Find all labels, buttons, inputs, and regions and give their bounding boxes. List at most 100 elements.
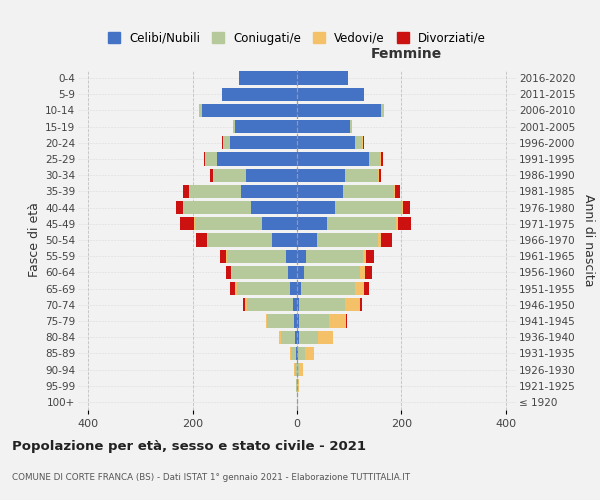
- Bar: [299, 298, 345, 312]
- Bar: [194, 217, 195, 230]
- Bar: [335, 201, 402, 214]
- Bar: [319, 330, 333, 344]
- Bar: [317, 234, 379, 246]
- Bar: [290, 346, 291, 360]
- Bar: [290, 282, 297, 295]
- Bar: [301, 282, 355, 295]
- Bar: [224, 136, 230, 149]
- Text: COMUNE DI CORTE FRANCA (BS) - Dati ISTAT 1° gennaio 2021 - Elaborazione TUTTITAL: COMUNE DI CORTE FRANCA (BS) - Dati ISTAT…: [12, 473, 410, 482]
- Bar: [279, 330, 281, 344]
- Y-axis label: Anni di nascita: Anni di nascita: [583, 194, 595, 286]
- Bar: [202, 104, 297, 117]
- Bar: [296, 346, 297, 360]
- Bar: [359, 298, 362, 312]
- Bar: [297, 314, 299, 328]
- Bar: [205, 152, 206, 166]
- Bar: [327, 217, 396, 230]
- Bar: [297, 217, 327, 230]
- Bar: [188, 185, 190, 198]
- Bar: [396, 217, 398, 230]
- Bar: [380, 152, 382, 166]
- Bar: [297, 136, 355, 149]
- Bar: [214, 168, 246, 182]
- Bar: [233, 120, 235, 134]
- Bar: [297, 266, 304, 279]
- Bar: [345, 298, 359, 312]
- Bar: [365, 266, 372, 279]
- Bar: [297, 234, 317, 246]
- Bar: [355, 136, 362, 149]
- Bar: [379, 234, 381, 246]
- Bar: [297, 250, 307, 263]
- Bar: [247, 298, 293, 312]
- Bar: [369, 152, 380, 166]
- Bar: [195, 217, 262, 230]
- Bar: [299, 330, 319, 344]
- Bar: [246, 168, 297, 182]
- Bar: [379, 168, 382, 182]
- Bar: [297, 298, 299, 312]
- Bar: [235, 282, 236, 295]
- Bar: [299, 314, 329, 328]
- Bar: [251, 201, 297, 214]
- Bar: [297, 379, 298, 392]
- Bar: [362, 136, 364, 149]
- Bar: [231, 266, 232, 279]
- Bar: [297, 168, 346, 182]
- Bar: [291, 346, 296, 360]
- Bar: [343, 185, 394, 198]
- Bar: [184, 201, 251, 214]
- Bar: [220, 250, 226, 263]
- Bar: [297, 104, 382, 117]
- Bar: [307, 250, 363, 263]
- Bar: [217, 152, 297, 166]
- Bar: [295, 330, 297, 344]
- Bar: [267, 314, 295, 328]
- Bar: [298, 379, 299, 392]
- Bar: [235, 120, 297, 134]
- Bar: [297, 72, 348, 85]
- Bar: [222, 136, 223, 149]
- Bar: [294, 363, 295, 376]
- Bar: [223, 136, 224, 149]
- Bar: [355, 282, 364, 295]
- Bar: [402, 201, 403, 214]
- Bar: [266, 314, 267, 328]
- Bar: [299, 363, 303, 376]
- Bar: [176, 201, 184, 214]
- Bar: [223, 88, 297, 101]
- Bar: [297, 185, 343, 198]
- Bar: [296, 379, 297, 392]
- Bar: [206, 152, 217, 166]
- Bar: [398, 217, 411, 230]
- Bar: [180, 217, 194, 230]
- Bar: [295, 314, 297, 328]
- Bar: [329, 314, 346, 328]
- Bar: [227, 250, 286, 263]
- Bar: [381, 234, 392, 246]
- Bar: [305, 346, 314, 360]
- Bar: [226, 250, 227, 263]
- Bar: [382, 152, 383, 166]
- Bar: [297, 120, 350, 134]
- Bar: [297, 152, 369, 166]
- Text: Femmine: Femmine: [371, 48, 442, 62]
- Bar: [293, 298, 297, 312]
- Bar: [297, 201, 335, 214]
- Bar: [298, 346, 305, 360]
- Bar: [288, 266, 297, 279]
- Bar: [346, 314, 347, 328]
- Bar: [297, 88, 364, 101]
- Legend: Celibi/Nubili, Coniugati/e, Vedovi/e, Divorziati/e: Celibi/Nubili, Coniugati/e, Vedovi/e, Di…: [108, 32, 486, 44]
- Bar: [232, 266, 288, 279]
- Bar: [281, 330, 295, 344]
- Bar: [403, 201, 410, 214]
- Bar: [210, 168, 212, 182]
- Bar: [367, 250, 374, 263]
- Bar: [297, 282, 301, 295]
- Bar: [236, 282, 290, 295]
- Bar: [272, 234, 297, 246]
- Bar: [262, 217, 297, 230]
- Bar: [395, 185, 400, 198]
- Bar: [245, 298, 247, 312]
